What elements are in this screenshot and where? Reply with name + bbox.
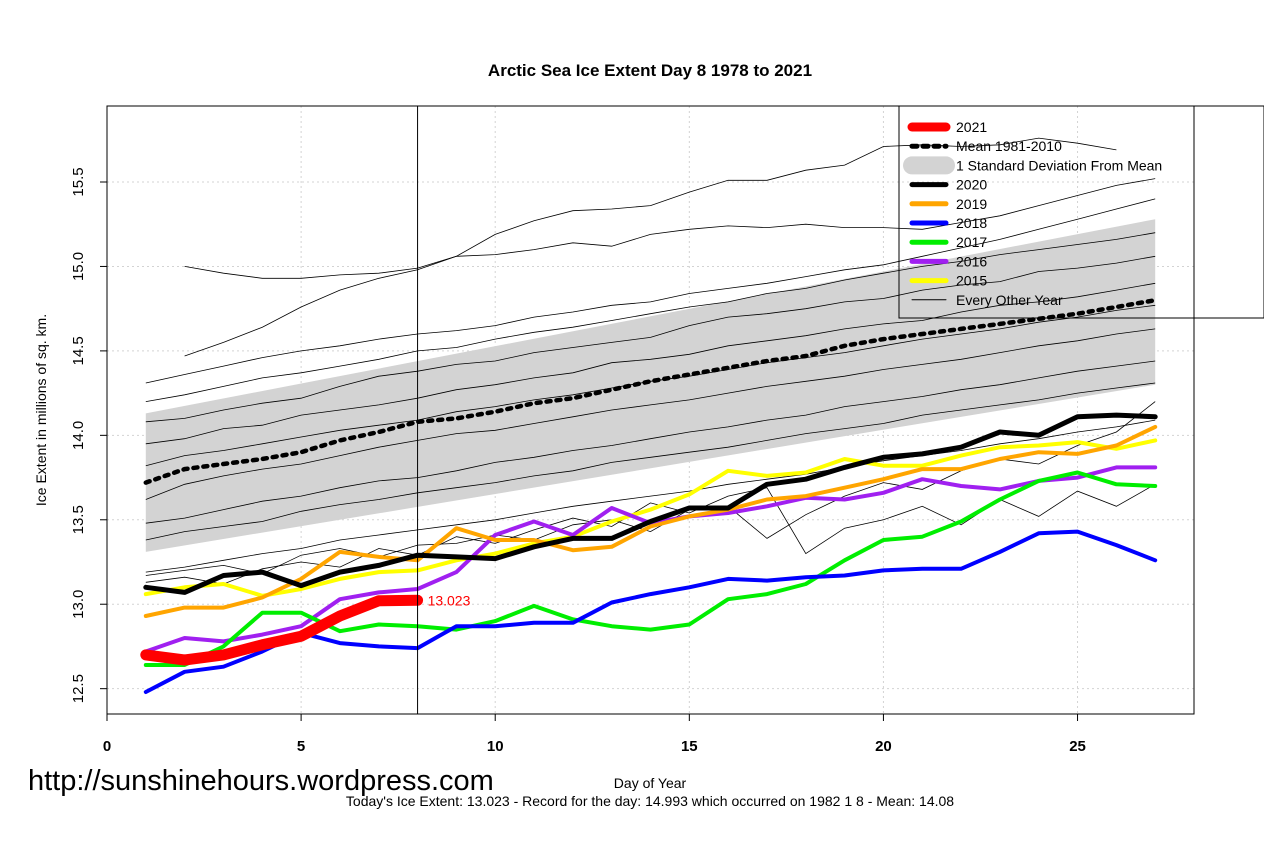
y-tick-label: 14.5	[70, 336, 87, 365]
y-tick-label: 15.5	[70, 167, 87, 196]
legend-label: 2019	[956, 196, 987, 212]
x-tick-label: 20	[875, 738, 892, 755]
series-line-2018	[143, 529, 1158, 694]
other-year-line	[145, 382, 1156, 541]
other-year-line	[145, 198, 1156, 384]
legend-label: 2017	[956, 234, 987, 250]
legend-label: 2018	[956, 215, 987, 231]
series-line-2017	[143, 470, 1158, 667]
series-line-2019	[143, 424, 1158, 618]
std-band-layer	[145, 219, 1156, 552]
series-line-2021	[140, 594, 424, 666]
other-year-line	[145, 282, 1156, 445]
other-year-line	[184, 178, 1156, 357]
x-tick-label: 5	[297, 738, 305, 755]
legend-label: Mean 1981-2010	[956, 138, 1062, 154]
y-tick-label: 13.5	[70, 505, 87, 534]
other-year-line	[145, 232, 1156, 402]
legend-frame	[898, 105, 1264, 319]
other-year-line	[145, 360, 1156, 524]
x-tick-label: 25	[1069, 738, 1086, 755]
mean-layer	[143, 297, 1158, 485]
latest-value-label: 13.023	[428, 592, 471, 608]
series-line-2015	[143, 438, 1158, 598]
plot-frame	[106, 105, 1195, 715]
legend-label: 1 Standard Deviation From Mean	[956, 157, 1162, 173]
other-year-line	[145, 255, 1156, 423]
legend-label: Every Other Year	[956, 292, 1063, 308]
series-line-2020	[143, 412, 1158, 595]
series-layer: 13.023	[140, 412, 1158, 694]
y-tick-label: 13.0	[70, 590, 87, 619]
y-tick-label: 14.0	[70, 421, 87, 450]
axes: 0 5 10 15 20 25 12.5 13.0 13.5 14.0 14.5 15.0 15.5	[70, 105, 1195, 755]
y-tick-label: 12.5	[70, 674, 87, 703]
std-deviation-band	[145, 219, 1156, 552]
legend-label: 2020	[956, 177, 987, 193]
y-axis-label: Ice Extent in millions of sq. km.	[33, 314, 49, 506]
x-tick-label: 15	[681, 738, 698, 755]
legend-label: 2021	[956, 119, 987, 135]
website-url: http://sunshinehours.wordpress.com	[28, 765, 494, 797]
legend: 2021 Mean 1981-2010 1 Standard Deviation F…	[898, 105, 1264, 319]
caption-text: Today's Ice Extent: 13.023 - Record for …	[346, 793, 954, 809]
x-axis-label: Day of Year	[614, 775, 687, 791]
legend-label: 2016	[956, 253, 987, 269]
other-year-line	[184, 137, 1117, 279]
mean-line	[143, 297, 1158, 485]
chart-title: Arctic Sea Ice Extent Day 8 1978 to 2021	[488, 61, 812, 80]
x-tick-label: 0	[103, 738, 111, 755]
other-year-line	[145, 419, 1156, 573]
y-tick-label: 15.0	[70, 252, 87, 281]
x-tick-label: 10	[487, 738, 504, 755]
legend-label: 2015	[956, 273, 987, 289]
other-year-line	[145, 328, 1156, 500]
